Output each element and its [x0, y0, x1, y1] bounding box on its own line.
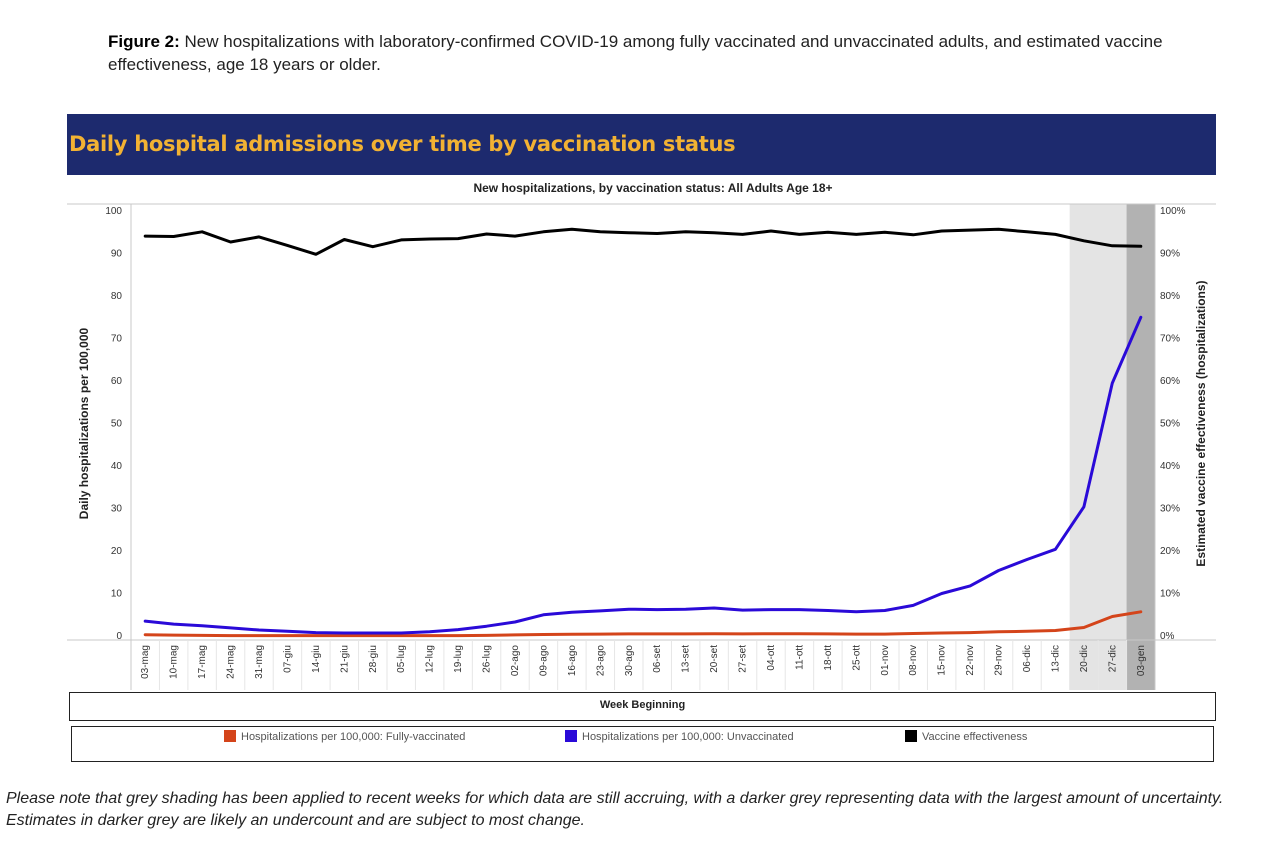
x-tick-label: 22-nov — [965, 645, 976, 676]
x-tick-label: 15-nov — [937, 645, 948, 676]
x-axis-title-box: Week Beginning — [69, 692, 1216, 721]
y-tick-label: 40 — [111, 461, 123, 472]
x-tick-label: 12-lug — [425, 645, 436, 673]
y-right-tick-label: 60% — [1160, 376, 1180, 387]
y-tick-label: 100 — [105, 206, 122, 217]
y-tick-label: 20 — [111, 546, 123, 557]
y-axis-title: Daily hospitalizations per 100,000 — [77, 327, 91, 519]
y-right-tick-label: 50% — [1160, 419, 1180, 430]
x-tick-label: 20-dic — [1079, 645, 1090, 672]
legend-label-fully-vaccinated: Hospitalizations per 100,000: Fully-vacc… — [241, 731, 466, 743]
chart-title: New hospitalizations, by vaccination sta… — [473, 181, 832, 195]
chart-banner: Daily hospital admissions over time by v… — [67, 114, 1216, 175]
y-tick-label: 80 — [111, 291, 123, 302]
y-right-tick-label: 90% — [1160, 249, 1180, 260]
x-tick-label: 14-giu — [311, 645, 322, 673]
y-tick-label: 30 — [111, 504, 123, 515]
y-right-tick-label: 20% — [1160, 546, 1180, 557]
legend-item-vaccine-effectiveness[interactable]: Vaccine effectiveness — [905, 730, 1027, 743]
legend-swatch-fully-vaccinated — [224, 730, 236, 742]
series-line-hospitalizations-per-100-000-fully-vaccinated — [143, 610, 1143, 638]
x-tick-label: 31-mag — [254, 645, 265, 679]
x-tick-label: 27-dic — [1107, 645, 1118, 672]
x-tick-label: 20-set — [709, 645, 720, 673]
x-tick-label: 13-set — [681, 645, 692, 673]
y-right-tick-label: 0% — [1160, 631, 1175, 642]
x-tick-label: 13-dic — [1050, 645, 1061, 672]
legend-label-unvaccinated: Hospitalizations per 100,000: Unvaccinat… — [582, 731, 794, 743]
x-tick-label: 26-lug — [482, 645, 493, 673]
legend-swatch-unvaccinated — [565, 730, 577, 742]
x-tick-label: 07-giu — [282, 645, 293, 673]
x-tick-label: 04-ott — [766, 645, 777, 671]
legend-label-vaccine-effectiveness: Vaccine effectiveness — [922, 731, 1028, 743]
y-right-tick-label: 80% — [1160, 291, 1180, 302]
y-tick-label: 50 — [111, 419, 123, 430]
x-tick-label: 19-lug — [453, 645, 464, 673]
x-tick-label: 17-mag — [197, 645, 208, 679]
banner-title: Daily hospital admissions over time by v… — [69, 132, 736, 156]
x-tick-label: 02-ago — [510, 645, 521, 677]
x-tick-label: 18-ott — [823, 645, 834, 671]
x-tick-label: 24-mag — [226, 645, 237, 679]
x-tick-label: 28-giu — [368, 645, 379, 673]
legend-item-fully-vaccinated[interactable]: Hospitalizations per 100,000: Fully-vacc… — [224, 730, 465, 743]
figure-caption-text: New hospitalizations with laboratory-con… — [108, 32, 1163, 74]
x-tick-label: 25-ott — [851, 645, 862, 671]
y-right-tick-label: 30% — [1160, 504, 1180, 515]
x-tick-label: 29-nov — [994, 645, 1005, 676]
x-axis-title: Week Beginning — [599, 699, 686, 711]
x-tick-label: 21-giu — [339, 645, 350, 673]
x-tick-label: 05-lug — [396, 645, 407, 673]
x-tick-label: 30-ago — [624, 645, 635, 677]
x-tick-label: 16-ago — [567, 645, 578, 677]
x-tick-label: 27-set — [738, 645, 749, 673]
y-right-axis-title: Estimated vaccine effectiveness (hospita… — [1194, 280, 1208, 566]
x-tick-label: 10-mag — [169, 645, 180, 679]
y-right-tick-label: 70% — [1160, 334, 1180, 345]
legend-swatch-vaccine-effectiveness — [905, 730, 917, 742]
x-tick-label: 23-ago — [595, 645, 606, 677]
series-line-hospitalizations-per-100-000-unvaccinated — [143, 315, 1143, 635]
x-tick-label: 03-gen — [1136, 645, 1147, 676]
x-tick-label: 11-ott — [794, 645, 805, 670]
x-tick-label: 06-set — [652, 645, 663, 673]
footnote: Please note that grey shading has been a… — [6, 790, 1224, 829]
series-line-vaccine-effectiveness — [143, 227, 1143, 256]
x-tick-label: 08-nov — [908, 645, 919, 676]
y-tick-label: 0 — [116, 631, 122, 642]
x-tick-label: 03-mag — [140, 645, 151, 679]
y-tick-label: 70 — [111, 334, 123, 345]
y-right-tick-label: 100% — [1160, 206, 1186, 217]
shading-dark — [1126, 204, 1155, 690]
legend-item-unvaccinated[interactable]: Hospitalizations per 100,000: Unvaccinat… — [565, 730, 794, 743]
y-tick-label: 10 — [111, 589, 123, 600]
y-tick-label: 60 — [111, 376, 123, 387]
legend: Hospitalizations per 100,000: Fully-vacc… — [71, 726, 1214, 762]
figure-caption: Figure 2: New hospitalizations with labo… — [108, 30, 1168, 76]
y-right-tick-label: 10% — [1160, 589, 1180, 600]
figure-label: Figure 2: — [108, 32, 180, 51]
x-tick-label: 01-nov — [880, 645, 891, 676]
x-tick-label: 06-dic — [1022, 645, 1033, 672]
x-tick-label: 09-ago — [538, 645, 549, 677]
y-tick-label: 90 — [111, 249, 123, 260]
y-right-tick-label: 40% — [1160, 461, 1180, 472]
